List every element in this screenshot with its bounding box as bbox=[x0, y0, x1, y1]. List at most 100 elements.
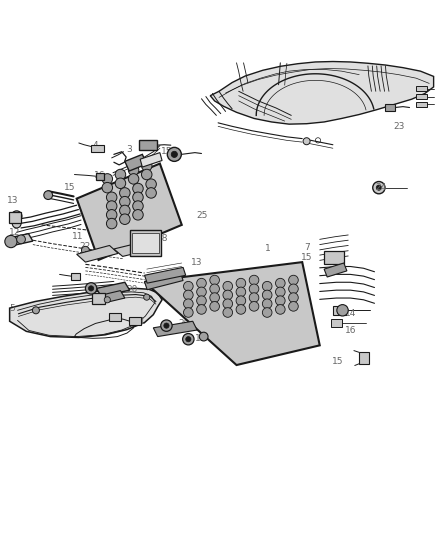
Circle shape bbox=[249, 275, 259, 285]
Bar bbox=[359, 352, 369, 364]
Polygon shape bbox=[96, 290, 125, 304]
Circle shape bbox=[276, 287, 285, 297]
Polygon shape bbox=[114, 241, 153, 256]
Polygon shape bbox=[125, 155, 147, 171]
Circle shape bbox=[133, 201, 143, 211]
Text: 6: 6 bbox=[72, 272, 78, 281]
Circle shape bbox=[337, 304, 348, 316]
Circle shape bbox=[171, 151, 177, 157]
Bar bbox=[96, 173, 104, 180]
Circle shape bbox=[133, 183, 143, 194]
Circle shape bbox=[210, 275, 219, 285]
Circle shape bbox=[161, 320, 172, 332]
Circle shape bbox=[85, 282, 97, 294]
Bar bbox=[129, 317, 141, 325]
Polygon shape bbox=[145, 262, 320, 365]
Bar bbox=[385, 104, 395, 111]
Text: 8: 8 bbox=[208, 332, 214, 341]
Text: 14: 14 bbox=[345, 309, 356, 318]
Bar bbox=[85, 251, 96, 256]
Circle shape bbox=[88, 286, 94, 291]
Circle shape bbox=[262, 299, 272, 309]
Circle shape bbox=[106, 209, 117, 220]
Bar bbox=[71, 273, 80, 280]
Polygon shape bbox=[96, 282, 130, 296]
Text: 20: 20 bbox=[127, 285, 138, 294]
Circle shape bbox=[120, 205, 130, 216]
Circle shape bbox=[115, 178, 126, 189]
Text: 1: 1 bbox=[265, 245, 271, 254]
Text: 23: 23 bbox=[393, 122, 404, 131]
Circle shape bbox=[223, 281, 233, 291]
Circle shape bbox=[249, 302, 259, 311]
Circle shape bbox=[373, 182, 385, 194]
Circle shape bbox=[262, 290, 272, 300]
Circle shape bbox=[32, 307, 39, 314]
Polygon shape bbox=[10, 288, 162, 337]
Text: 20: 20 bbox=[178, 319, 190, 328]
Circle shape bbox=[133, 192, 143, 203]
Text: 10: 10 bbox=[95, 298, 106, 308]
Circle shape bbox=[210, 302, 219, 311]
Circle shape bbox=[102, 174, 113, 184]
Circle shape bbox=[120, 188, 130, 198]
Circle shape bbox=[81, 246, 89, 254]
Circle shape bbox=[249, 293, 259, 302]
Text: 9: 9 bbox=[117, 316, 123, 325]
Circle shape bbox=[106, 192, 117, 203]
Circle shape bbox=[144, 294, 150, 300]
Circle shape bbox=[167, 147, 181, 161]
Circle shape bbox=[303, 138, 310, 145]
Circle shape bbox=[276, 296, 285, 305]
Polygon shape bbox=[153, 321, 197, 336]
Circle shape bbox=[120, 214, 130, 224]
Text: 3: 3 bbox=[127, 144, 133, 154]
Circle shape bbox=[106, 201, 117, 211]
Text: 15: 15 bbox=[332, 358, 343, 367]
Text: 15: 15 bbox=[64, 183, 75, 192]
Text: 22: 22 bbox=[80, 243, 91, 251]
Circle shape bbox=[141, 160, 152, 171]
Bar bbox=[324, 251, 344, 264]
Polygon shape bbox=[324, 263, 347, 277]
Bar bbox=[109, 313, 121, 321]
Text: 16: 16 bbox=[94, 171, 106, 180]
Bar bbox=[416, 102, 427, 107]
Bar bbox=[9, 212, 21, 223]
Bar bbox=[333, 306, 346, 314]
Polygon shape bbox=[145, 273, 183, 290]
Circle shape bbox=[197, 304, 206, 314]
Circle shape bbox=[128, 165, 139, 175]
Text: 24: 24 bbox=[375, 183, 387, 192]
Circle shape bbox=[289, 302, 298, 311]
Circle shape bbox=[11, 211, 22, 221]
Circle shape bbox=[184, 281, 193, 291]
Polygon shape bbox=[77, 164, 182, 260]
Circle shape bbox=[5, 236, 17, 248]
Text: 15: 15 bbox=[301, 253, 312, 262]
Polygon shape bbox=[9, 233, 33, 246]
Text: 25: 25 bbox=[197, 211, 208, 220]
Circle shape bbox=[186, 336, 191, 342]
Circle shape bbox=[146, 188, 156, 198]
Circle shape bbox=[199, 332, 208, 341]
Circle shape bbox=[133, 209, 143, 220]
Circle shape bbox=[289, 284, 298, 294]
Bar bbox=[139, 140, 157, 150]
Circle shape bbox=[141, 169, 152, 180]
Text: 16: 16 bbox=[345, 326, 356, 335]
Circle shape bbox=[289, 293, 298, 302]
Text: 7: 7 bbox=[304, 243, 310, 252]
Circle shape bbox=[236, 278, 246, 288]
Circle shape bbox=[184, 308, 193, 317]
Circle shape bbox=[197, 287, 206, 297]
Bar bbox=[132, 233, 159, 253]
Text: 13: 13 bbox=[191, 257, 203, 266]
Polygon shape bbox=[145, 268, 186, 283]
Circle shape bbox=[146, 179, 156, 189]
Text: 13: 13 bbox=[7, 196, 18, 205]
Circle shape bbox=[197, 278, 206, 288]
Text: 21: 21 bbox=[134, 317, 146, 326]
Circle shape bbox=[262, 308, 272, 317]
Circle shape bbox=[17, 235, 25, 244]
